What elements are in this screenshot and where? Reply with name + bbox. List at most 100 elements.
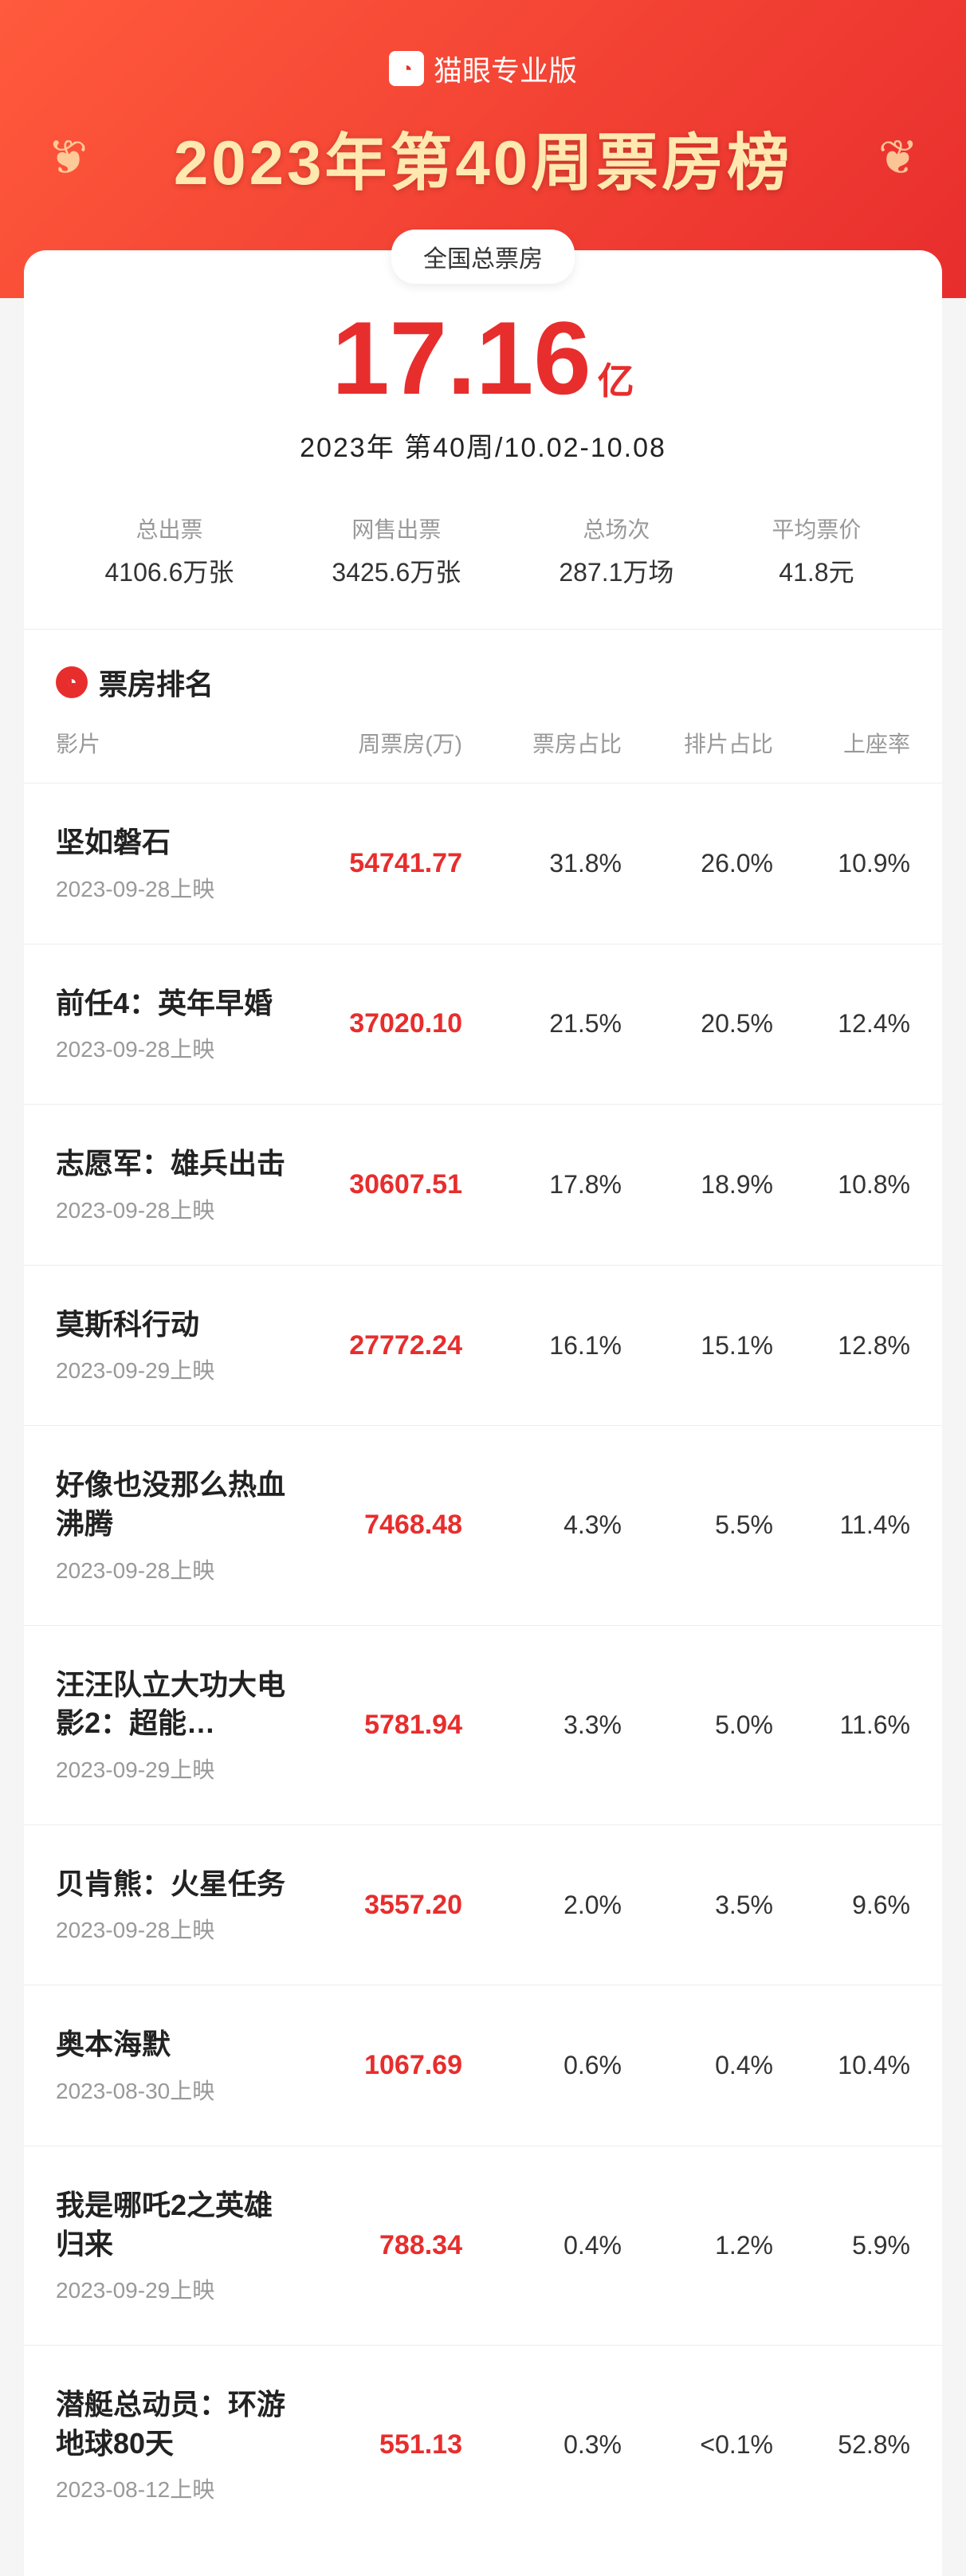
movie-box-share: 21.5% (462, 1009, 622, 1039)
movie-info: 潜艇总动员：环游地球80天 2023-08-12上映 (56, 2386, 287, 2504)
movie-date: 2023-08-12上映 (56, 2472, 287, 2504)
movie-date: 2023-09-28上映 (56, 1913, 287, 1945)
movie-info: 莫斯科行动2023-09-29上映 (56, 1306, 287, 1386)
total-amount: 17.16亿 (24, 306, 942, 410)
movie-date: 2023-09-29上映 (56, 1353, 287, 1385)
rank-cat-icon: ◔ (56, 666, 88, 698)
brand-text: 猫眼专业版 (434, 48, 577, 89)
movie-date: 2023-09-28上映 (56, 1032, 287, 1064)
movie-screen-share: 3.5% (622, 1891, 773, 1920)
movie-box-office: 551.13 (287, 2429, 462, 2460)
movie-box-share: 2.0% (462, 1891, 622, 1920)
col-header-share: 票房占比 (462, 727, 622, 759)
movie-name: 志愿军：雄兵出击 (56, 1145, 287, 1184)
stat-item: 网售出票 3425.6万张 (332, 512, 461, 589)
movie-seat-rate: 10.9% (773, 849, 910, 878)
movie-seat-rate: 12.8% (773, 1331, 910, 1361)
ranking-header: ◔ 票房排名 (24, 630, 942, 727)
col-header-seat: 上座率 (773, 727, 910, 759)
movie-box-share: 16.1% (462, 1331, 622, 1361)
movie-name: 前任4：英年早婚 (56, 984, 287, 1023)
movie-screen-share: 5.5% (622, 1510, 773, 1540)
banner-title: 2023年第40周票房榜 (0, 113, 966, 202)
movie-box-office: 7468.48 (287, 1510, 462, 1541)
movie-box-share: 31.8% (462, 849, 622, 878)
movie-info: 好像也没那么热血沸腾 2023-09-28上映 (56, 1466, 287, 1584)
brand-cat-icon: ◔ (389, 51, 424, 86)
stat-item: 总场次 287.1万场 (559, 512, 673, 589)
movie-row: 贝肯熊：火星任务 2023-09-28上映3557.202.0%3.5%9.6% (24, 1825, 942, 1986)
movie-row: 志愿军：雄兵出击 2023-09-28上映30607.5117.8%18.9%10… (24, 1105, 942, 1266)
movie-seat-rate: 9.6% (773, 1891, 910, 1920)
stat-label: 网售出票 (332, 512, 461, 544)
stats-row: 总出票4106.6万张网售出票3425.6万张总场次287.1万场平均票价41.… (24, 489, 942, 630)
movie-box-share: 4.3% (462, 1510, 622, 1540)
movie-name: 我是哪吒2之英雄归来 (56, 2186, 287, 2264)
movie-box-office: 37020.10 (287, 1008, 462, 1039)
movie-date: 2023-09-28上映 (56, 1553, 287, 1585)
movie-row: 莫斯科行动2023-09-29上映27772.2416.1%15.1%12.8% (24, 1266, 942, 1427)
movie-seat-rate: 12.4% (773, 1009, 910, 1039)
main-card: 全国总票房 17.16亿 2023年 第40周/10.02-10.08 总出票4… (24, 250, 942, 2576)
movie-seat-rate: 10.8% (773, 1170, 910, 1200)
movie-box-share: 0.6% (462, 2051, 622, 2080)
movie-box-office: 30607.51 (287, 1169, 462, 1200)
brand-row: ◔ 猫眼专业版 (0, 48, 966, 89)
movie-info: 前任4：英年早婚 2023-09-28上映 (56, 984, 287, 1065)
movie-seat-rate: 5.9% (773, 2231, 910, 2260)
total-date-line: 2023年 第40周/10.02-10.08 (24, 426, 942, 465)
movie-seat-rate: 52.8% (773, 2430, 910, 2460)
movie-name: 坚如磐石 (56, 823, 287, 862)
movie-screen-share: <0.1% (622, 2430, 773, 2460)
movie-row: 坚如磐石2023-09-28上映54741.7731.8%26.0%10.9% (24, 783, 942, 944)
movie-screen-share: 20.5% (622, 1009, 773, 1039)
laurel-right-icon: ❦ (878, 130, 918, 186)
movie-box-share: 0.4% (462, 2231, 622, 2260)
movie-info: 奥本海默2023-08-30上映 (56, 2025, 287, 2106)
movie-seat-rate: 11.4% (773, 1510, 910, 1540)
movie-list: 坚如磐石2023-09-28上映54741.7731.8%26.0%10.9%前… (24, 783, 942, 2544)
col-header-movie: 影片 (56, 727, 287, 759)
total-section: 17.16亿 2023年 第40周/10.02-10.08 (24, 250, 942, 489)
movie-date: 2023-09-28上映 (56, 872, 287, 904)
stat-value: 41.8元 (772, 552, 861, 589)
movie-info: 坚如磐石 2023-09-28上映 (56, 823, 287, 904)
movie-info: 我是哪吒2之英雄归来2023-09-29上映 (56, 2186, 287, 2305)
total-unit: 亿 (598, 360, 634, 402)
stat-item: 总出票4106.6万张 (105, 512, 234, 589)
movie-row: 我是哪吒2之英雄归来2023-09-29上映788.340.4%1.2%5.9% (24, 2146, 942, 2346)
movie-name: 贝肯熊：火星任务 (56, 1865, 287, 1904)
movie-box-office: 3557.20 (287, 1890, 462, 1921)
movie-screen-share: 0.4% (622, 2051, 773, 2080)
movie-info: 贝肯熊：火星任务 2023-09-28上映 (56, 1865, 287, 1946)
movie-name: 好像也没那么热血沸腾 (56, 1466, 287, 1543)
movie-screen-share: 18.9% (622, 1170, 773, 1200)
movie-date: 2023-09-29上映 (56, 1753, 287, 1785)
movie-box-share: 3.3% (462, 1710, 622, 1740)
movie-info: 汪汪队立大功大电影2：超能… 2023-09-29上映 (56, 1666, 287, 1785)
col-header-screen: 排片占比 (622, 727, 773, 759)
movie-seat-rate: 11.6% (773, 1710, 910, 1740)
movie-date: 2023-09-28上映 (56, 1193, 287, 1225)
movie-name: 奥本海默 (56, 2025, 287, 2064)
movie-box-share: 17.8% (462, 1170, 622, 1200)
movie-row: 汪汪队立大功大电影2：超能…2023-09-29上映5781.943.3%5.0… (24, 1626, 942, 1825)
col-header-box: 周票房(万) (287, 727, 462, 759)
movie-name: 潜艇总动员：环游地球80天 (56, 2386, 287, 2463)
total-number: 17.16 (332, 300, 591, 416)
total-pill: 全国总票房 (391, 230, 575, 284)
movie-row: 奥本海默2023-08-30上映1067.690.6%0.4%10.4% (24, 1985, 942, 2146)
stat-value: 287.1万场 (559, 552, 673, 589)
movie-screen-share: 5.0% (622, 1710, 773, 1740)
movie-box-office: 27772.24 (287, 1330, 462, 1361)
movie-row: 前任4：英年早婚 2023-09-28上映37020.1021.5%20.5%12… (24, 944, 942, 1105)
stat-value: 3425.6万张 (332, 552, 461, 589)
movie-screen-share: 1.2% (622, 2231, 773, 2260)
movie-row: 潜艇总动员：环游地球80天 2023-08-12上映551.130.3%<0.1%… (24, 2346, 942, 2544)
movie-seat-rate: 10.4% (773, 2051, 910, 2080)
stat-value: 4106.6万张 (105, 552, 234, 589)
movie-name: 汪汪队立大功大电影2：超能… (56, 1666, 287, 1743)
movie-box-share: 0.3% (462, 2430, 622, 2460)
table-header: 影片 周票房(万) 票房占比 排片占比 上座率 (24, 727, 942, 783)
stat-label: 总场次 (559, 512, 673, 544)
